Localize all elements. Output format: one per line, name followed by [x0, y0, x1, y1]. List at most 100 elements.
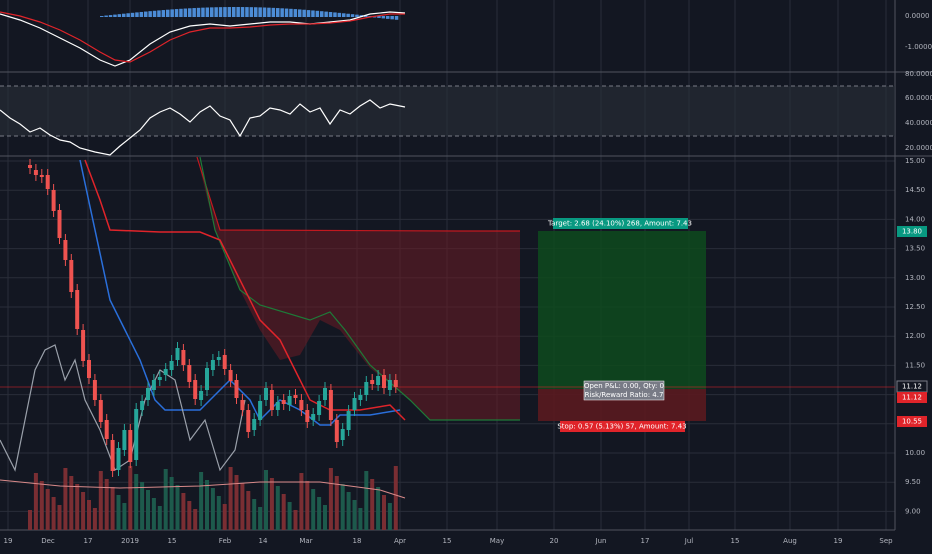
volume-bar: [228, 467, 233, 530]
time-axis-label: 17: [84, 537, 93, 545]
candle-body: [128, 430, 133, 462]
time-axis-label: May: [490, 537, 504, 545]
rsi-axis-label: 80.0000: [905, 70, 932, 78]
candle-body: [140, 401, 145, 410]
span-b: [199, 156, 520, 421]
candle-body: [370, 380, 375, 384]
volume-bar: [387, 503, 392, 530]
candle-body: [181, 350, 186, 365]
histogram-bar: [276, 8, 280, 17]
price-axis-label: 15.00: [905, 157, 925, 165]
label-box: [553, 218, 688, 229]
rsi-line: [0, 99, 406, 156]
candle-body: [39, 175, 44, 177]
volume: [28, 466, 398, 530]
time-axis-label: 15: [731, 537, 740, 545]
histogram-bar: [262, 7, 267, 17]
time-axis-label: Mar: [299, 537, 312, 545]
histogram-bar: [117, 14, 122, 17]
histogram-bar: [355, 14, 359, 17]
target-tag: 13.80: [902, 228, 922, 236]
volume-bar: [163, 469, 168, 530]
time-axis-label: 19: [834, 537, 843, 545]
macd-signal: [0, 11, 405, 63]
histogram-bar: [271, 7, 276, 18]
volume-bar: [311, 489, 316, 530]
candle-body: [63, 240, 68, 260]
histogram-bar: [113, 14, 117, 17]
price-axis-label: 12.00: [905, 332, 925, 340]
volume-bar: [293, 510, 298, 530]
time-axis-label: 18: [353, 537, 362, 545]
macd-line: [0, 11, 406, 67]
volume-bar: [187, 501, 192, 530]
label-box: [560, 421, 685, 432]
rsi-axis-label: 20.0000: [905, 144, 932, 152]
histogram-bar: [192, 8, 196, 17]
candle-body: [264, 388, 268, 400]
volume-bar: [140, 482, 145, 530]
tag-box: [897, 392, 927, 403]
candle-body: [358, 395, 363, 400]
tag-box: [897, 226, 927, 237]
lagging-line: [0, 344, 246, 472]
candle-body: [252, 419, 257, 430]
histogram-bar: [381, 16, 386, 19]
price-axis-label: 10.00: [905, 449, 925, 457]
time-axis-label: Jul: [684, 537, 694, 545]
histogram-bar: [201, 7, 205, 18]
histogram-bar: [289, 8, 293, 17]
histogram-bar: [174, 9, 179, 17]
volume-ma: [0, 479, 406, 499]
histogram-bar: [293, 9, 298, 17]
time-axis-label: 15: [443, 537, 452, 545]
price-axis-label: 13.50: [905, 245, 925, 253]
histogram-bar: [218, 7, 223, 17]
candle-body: [387, 380, 392, 390]
histogram-bar: [377, 16, 381, 18]
histogram-bar: [315, 10, 320, 17]
candle-body: [228, 370, 233, 381]
volume-bar: [281, 494, 286, 530]
volume-bar: [175, 485, 180, 530]
histogram-bar: [122, 13, 126, 17]
span-a: [196, 156, 520, 232]
volume-bar: [205, 480, 209, 530]
histogram-bar: [298, 9, 302, 17]
volume-bar: [246, 491, 251, 530]
tag-box: [897, 416, 927, 427]
time-axis-label: 15: [168, 537, 177, 545]
histogram-bar: [108, 15, 113, 17]
volume-bar: [393, 466, 398, 530]
histogram-bar: [280, 8, 284, 17]
rsi-axis-label: 40.0000: [905, 119, 932, 127]
volume-bar: [193, 509, 198, 530]
candle-body: [116, 448, 121, 470]
volume-bar: [157, 506, 162, 530]
volume-bar: [45, 489, 50, 530]
histogram-bar: [196, 7, 201, 17]
candle-body: [376, 376, 381, 385]
histogram-bar: [152, 10, 157, 17]
volume-bar: [128, 466, 133, 530]
target-label: Target: 2.68 (24.10%) 268, Amount: 7.43: [547, 220, 692, 228]
volume-bar: [104, 479, 109, 530]
time-axis-label: Jun: [595, 537, 607, 545]
volume-bar: [382, 495, 386, 530]
volume-bar: [151, 498, 156, 530]
candle-body: [169, 361, 174, 370]
candle-body: [305, 410, 310, 422]
volume-bar: [328, 468, 333, 530]
histogram-bar: [179, 8, 183, 17]
volume-bar: [81, 492, 86, 530]
volume-bar: [92, 508, 97, 530]
histogram-bar: [100, 16, 104, 17]
candle-body: [151, 380, 156, 390]
price-axis-label: 9.00: [905, 507, 921, 515]
histogram-bar: [311, 10, 315, 17]
histogram-bar: [236, 7, 240, 18]
volume-bar: [269, 478, 274, 530]
candle-body: [328, 390, 333, 420]
volume-bar: [358, 508, 363, 530]
